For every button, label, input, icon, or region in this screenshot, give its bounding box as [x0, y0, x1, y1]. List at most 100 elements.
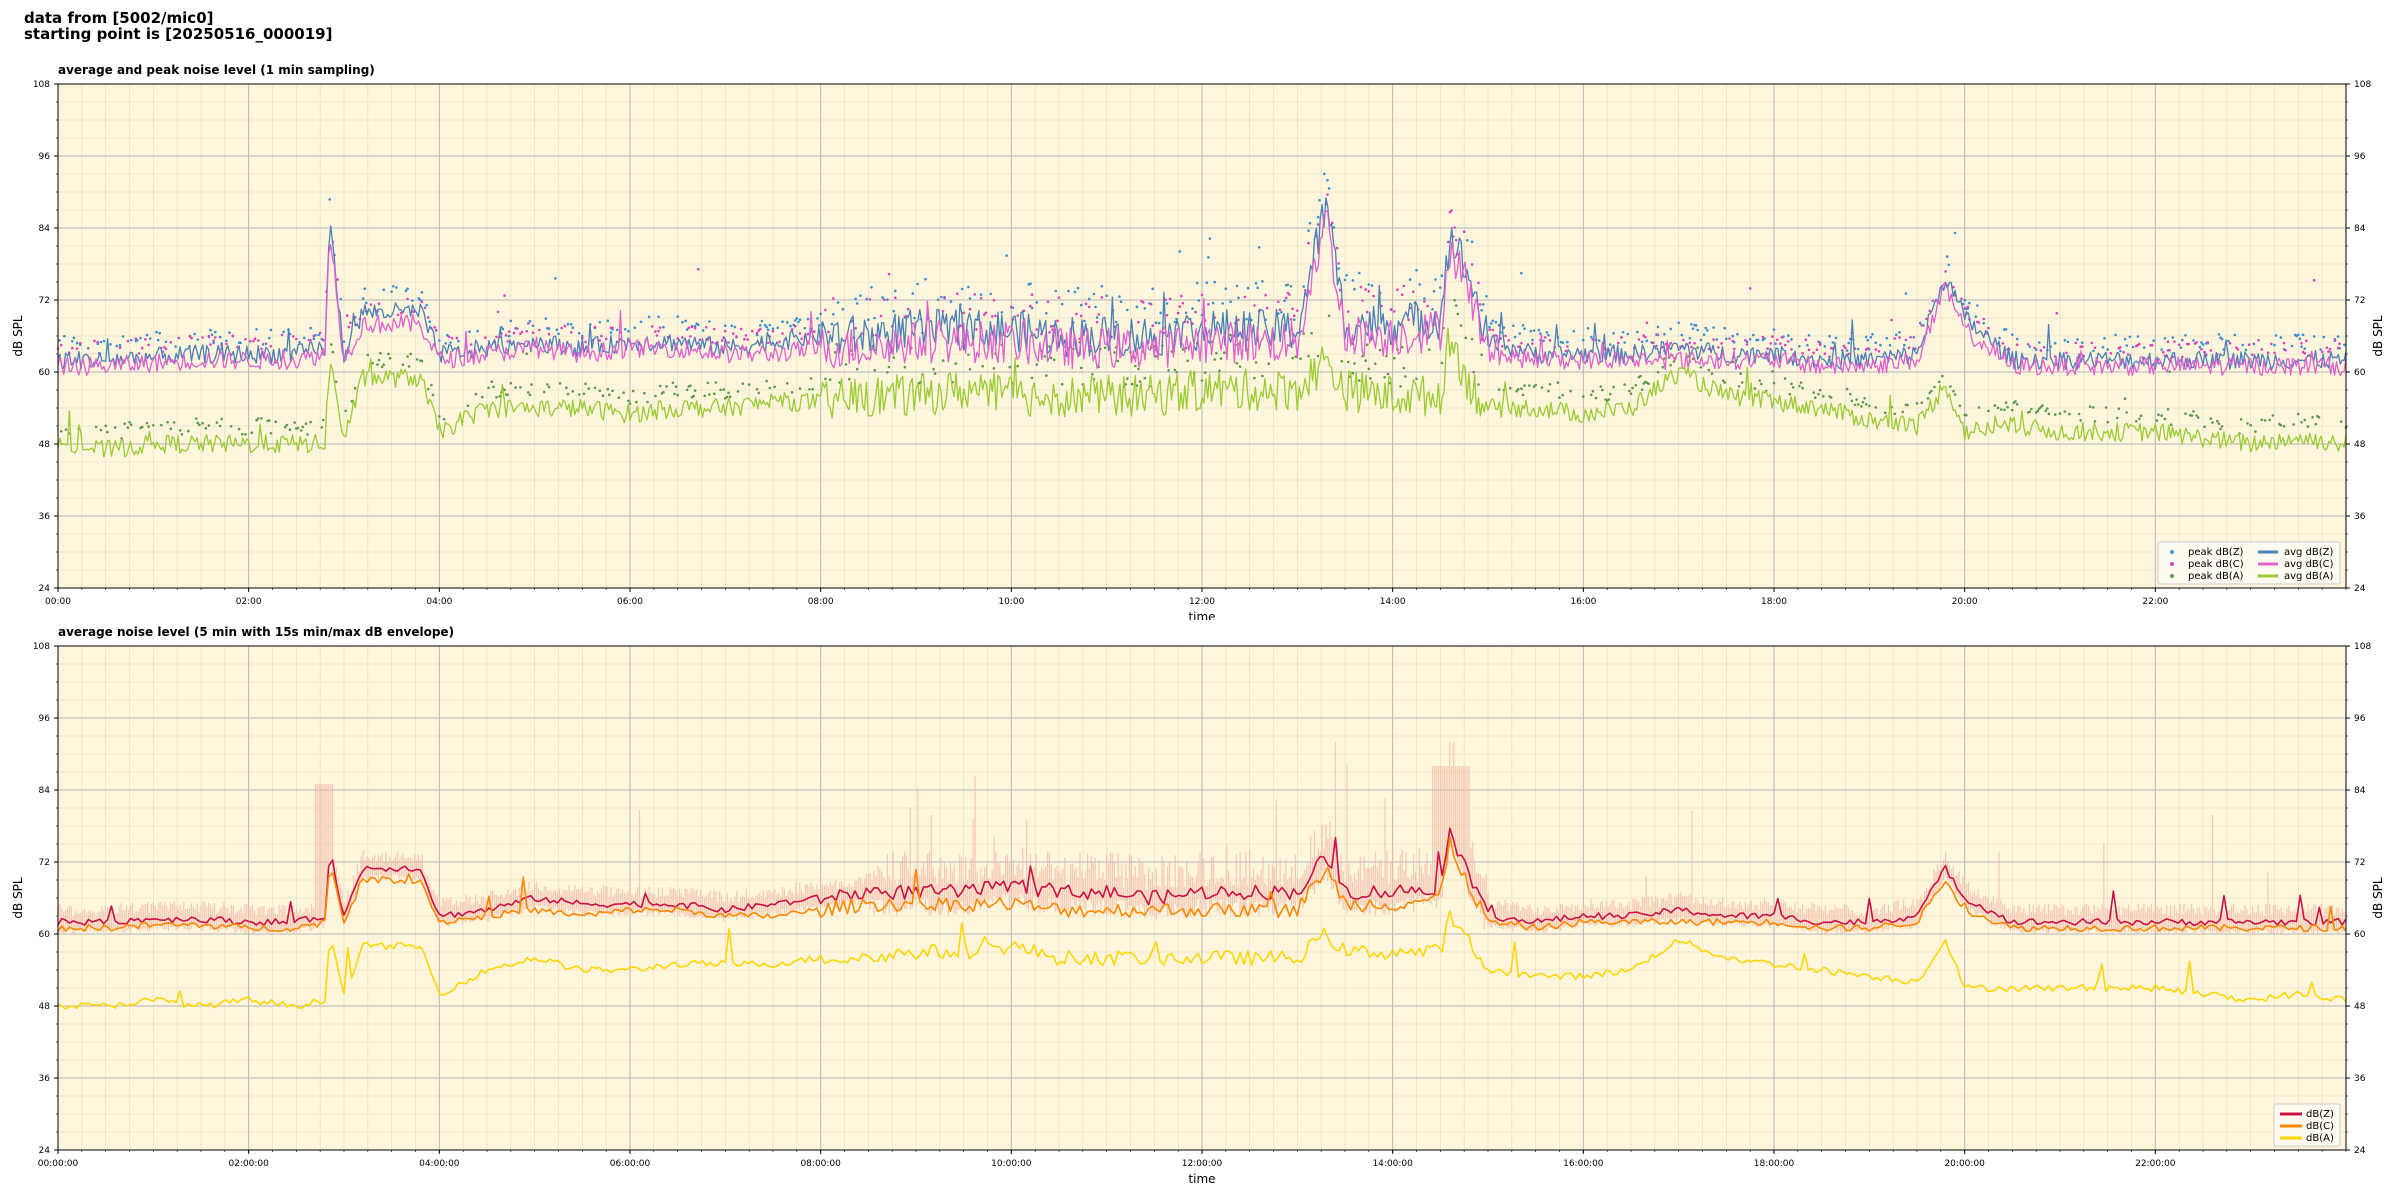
peak-dbc-point — [396, 313, 400, 317]
y-tick-label: 96 — [39, 152, 51, 162]
peak-dba-point — [654, 394, 657, 398]
peak-dbc-point — [519, 332, 522, 336]
peak-dba-point — [152, 424, 155, 427]
peak-dba-point — [1772, 381, 1776, 385]
peak-dba-point — [490, 380, 494, 384]
y-axis-label-right: dB SPL — [2371, 315, 2385, 357]
y-tick-label: 48 — [39, 440, 51, 450]
y-tick-label-right: 48 — [2354, 1002, 2366, 1012]
peak-dba-point — [1515, 389, 1518, 393]
peak-dbz-point — [2092, 349, 2095, 353]
peak-dbc-point — [1393, 310, 1396, 313]
peak-dbz-point — [148, 337, 152, 340]
peak-dbc-point — [1278, 308, 1282, 312]
peak-dbc-point — [264, 342, 268, 346]
peak-dba-point — [1953, 393, 1957, 396]
peak-dbz-point — [63, 334, 66, 338]
peak-dbc-point — [1914, 347, 1917, 351]
peak-dbc-point — [1720, 342, 1723, 345]
peak-dbz-point — [1229, 300, 1232, 304]
peak-dba-point — [1497, 388, 1501, 391]
legend-label: dB(C) — [2306, 1121, 2334, 1132]
legend-label: peak dB(C) — [2188, 559, 2244, 570]
peak-dba-point — [712, 392, 716, 396]
peak-dba-point — [1456, 312, 1460, 316]
peak-dbz-point — [662, 325, 665, 329]
peak-dbz-point — [1418, 283, 1421, 286]
peak-dba-point — [1893, 412, 1897, 416]
peak-dba-point — [1186, 359, 1189, 363]
peak-dbz-point — [685, 328, 689, 331]
peak-dbz-point — [2004, 328, 2008, 331]
peak-dbz-point — [1154, 321, 1158, 325]
peak-dbz-point — [309, 326, 312, 330]
peak-dba-point — [415, 358, 419, 361]
peak-dba-point — [1856, 403, 1860, 406]
peak-dba-point — [474, 392, 478, 396]
peak-dba-point — [2306, 425, 2310, 428]
x-axis: 00:00:00 02:00:00 04:00:00 06:00:00 08:00:00… — [38, 1150, 2347, 1169]
peak-dba-point — [1631, 386, 1634, 390]
peak-dbz-point — [1879, 343, 1882, 347]
peak-dbz-point — [1157, 321, 1161, 325]
peak-dbc-point — [93, 339, 96, 343]
peak-dbz-point — [1208, 237, 1212, 240]
peak-dba-point — [525, 352, 528, 356]
peak-dba-point — [1385, 354, 1388, 358]
peak-dbz-point — [1903, 343, 1906, 347]
peak-dba-point — [587, 387, 590, 390]
peak-dbc-point — [824, 308, 827, 312]
peak-dbc-point — [724, 329, 727, 333]
peak-dbz-point — [1087, 297, 1091, 301]
peak-dbc-point — [793, 325, 797, 328]
peak-dba-point — [1008, 365, 1011, 369]
peak-dbz-point — [1704, 326, 1707, 330]
peak-dbc-point — [1447, 240, 1450, 244]
peak-dbc-point — [697, 267, 700, 271]
peak-dbz-point — [865, 297, 868, 301]
peak-dbc-point — [2080, 345, 2084, 348]
x-tick-label: 10:00 — [998, 597, 1024, 607]
peak-dba-point — [1818, 388, 1822, 392]
peak-dba-point — [1528, 384, 1531, 387]
peak-dbc-point — [207, 334, 211, 338]
peak-dba-point — [1383, 376, 1386, 379]
peak-dbz-point — [1696, 328, 1699, 332]
peak-dbz-point — [419, 298, 422, 302]
peak-dbc-point — [968, 307, 972, 311]
peak-dbz-point — [317, 333, 320, 337]
peak-dbc-point — [2168, 348, 2171, 352]
peak-dbz-point — [2201, 343, 2205, 346]
peak-dbc-point — [496, 310, 500, 314]
peak-dba-point — [514, 386, 517, 389]
peak-dbz-point — [1005, 254, 1008, 257]
peak-dba-point — [147, 425, 150, 428]
peak-dba-point — [442, 418, 446, 421]
y-tick-label-right: 72 — [2354, 858, 2365, 868]
peak-dbz-point — [2152, 339, 2155, 342]
peak-dbz-point — [1621, 331, 1625, 334]
x-axis-label: time — [1188, 610, 1215, 620]
peak-dba-point — [786, 382, 789, 385]
peak-dba-point — [617, 396, 621, 400]
y-axis-label: dB SPL — [11, 877, 25, 919]
peak-dba-point — [1783, 377, 1787, 380]
peak-dbz-point — [765, 325, 768, 329]
peak-dbc-point — [118, 346, 122, 350]
peak-dbz-point — [1237, 296, 1240, 300]
peak-dbc-point — [806, 332, 810, 336]
peak-dba-point — [301, 425, 305, 429]
peak-dba-point — [622, 391, 625, 395]
peak-dba-point — [241, 432, 244, 436]
peak-dba-point — [2339, 420, 2343, 423]
peak-dba-point — [577, 393, 581, 396]
peak-dbc-point — [2273, 351, 2276, 355]
peak-dba-point — [94, 425, 98, 429]
peak-dbc-point — [1335, 246, 1339, 250]
peak-dbz-point — [2131, 345, 2135, 349]
peak-dbc-point — [1817, 340, 1820, 344]
peak-dba-point — [725, 395, 729, 399]
peak-dbz-point — [886, 298, 889, 301]
peak-dbc-point — [1097, 313, 1100, 316]
peak-dba-point — [1771, 370, 1774, 373]
